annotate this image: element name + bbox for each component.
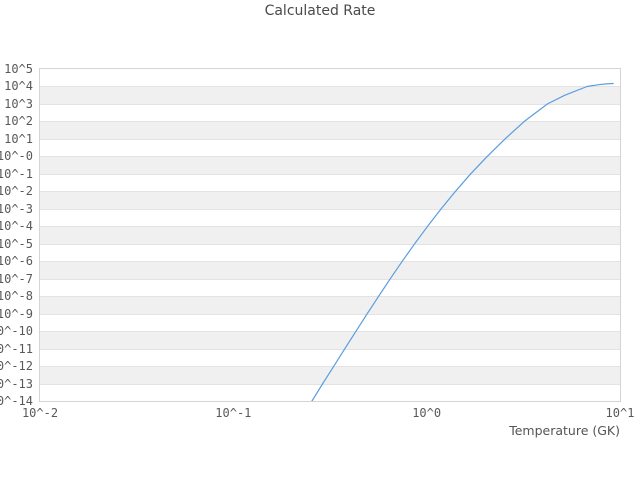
y-gridline	[40, 156, 620, 157]
y-tick-label: 10^-0	[0, 149, 33, 164]
y-gridline	[40, 331, 620, 332]
y-tick-label: 10^2	[4, 114, 33, 129]
y-gridline	[40, 226, 620, 227]
x-tick-label: 10^-2	[21, 406, 59, 420]
y-tick-label: 10^-4	[0, 219, 33, 234]
y-gridline	[40, 209, 620, 210]
y-gridline	[40, 296, 620, 297]
y-gridline	[40, 104, 620, 105]
y-gridline	[40, 384, 620, 385]
row-band	[40, 226, 620, 244]
y-tick-label: 10^-3	[0, 201, 33, 216]
y-tick-label: 10^-14	[0, 394, 33, 408]
row-band	[40, 366, 620, 384]
row-band	[40, 121, 620, 139]
row-band	[40, 331, 620, 349]
y-tick-label: 10^-6	[0, 254, 33, 269]
chart-title: Calculated Rate	[264, 3, 376, 19]
y-tick-label: 10^-8	[0, 289, 33, 304]
y-tick-label: 10^-2	[0, 184, 33, 199]
y-tick-label: 10^-1	[0, 166, 33, 181]
y-gridline	[40, 121, 620, 122]
y-tick-label: 10^-9	[0, 306, 33, 321]
y-gridline	[40, 279, 620, 280]
x-tick-label: 10^-1	[215, 406, 252, 420]
plot-area	[39, 68, 621, 402]
y-gridline	[40, 174, 620, 175]
y-tick-label: 10^-11	[0, 341, 33, 356]
y-tick-label: 10^4	[4, 79, 33, 94]
y-tick-label: 10^5	[4, 62, 33, 76]
x-tick-label: 10^0	[412, 406, 442, 420]
x-tick-label: 10^1	[605, 406, 635, 420]
y-tick-label: 10^-5	[0, 236, 33, 251]
y-gridline	[40, 314, 620, 315]
row-band	[40, 191, 620, 209]
y-tick-label: 10^-10	[0, 324, 33, 339]
row-band	[40, 86, 620, 104]
row-band	[40, 296, 620, 314]
plot-svg	[311, 82, 614, 401]
rate-curve-line	[311, 82, 614, 401]
y-tick-label: 10^-7	[0, 271, 33, 286]
x-axis-label: Temperature (GK)	[509, 423, 620, 438]
y-gridline	[40, 86, 620, 87]
row-band	[40, 261, 620, 279]
y-gridline	[40, 261, 620, 262]
y-gridline	[40, 366, 620, 367]
y-gridline	[40, 244, 620, 245]
y-gridline	[40, 349, 620, 350]
y-tick-label: 10^3	[4, 96, 33, 111]
y-tick-label: 10^-12	[0, 359, 33, 374]
y-tick-label: 10^1	[4, 131, 33, 146]
y-gridline	[40, 139, 620, 140]
y-tick-label: 10^-13	[0, 376, 33, 391]
y-gridline	[40, 191, 620, 192]
